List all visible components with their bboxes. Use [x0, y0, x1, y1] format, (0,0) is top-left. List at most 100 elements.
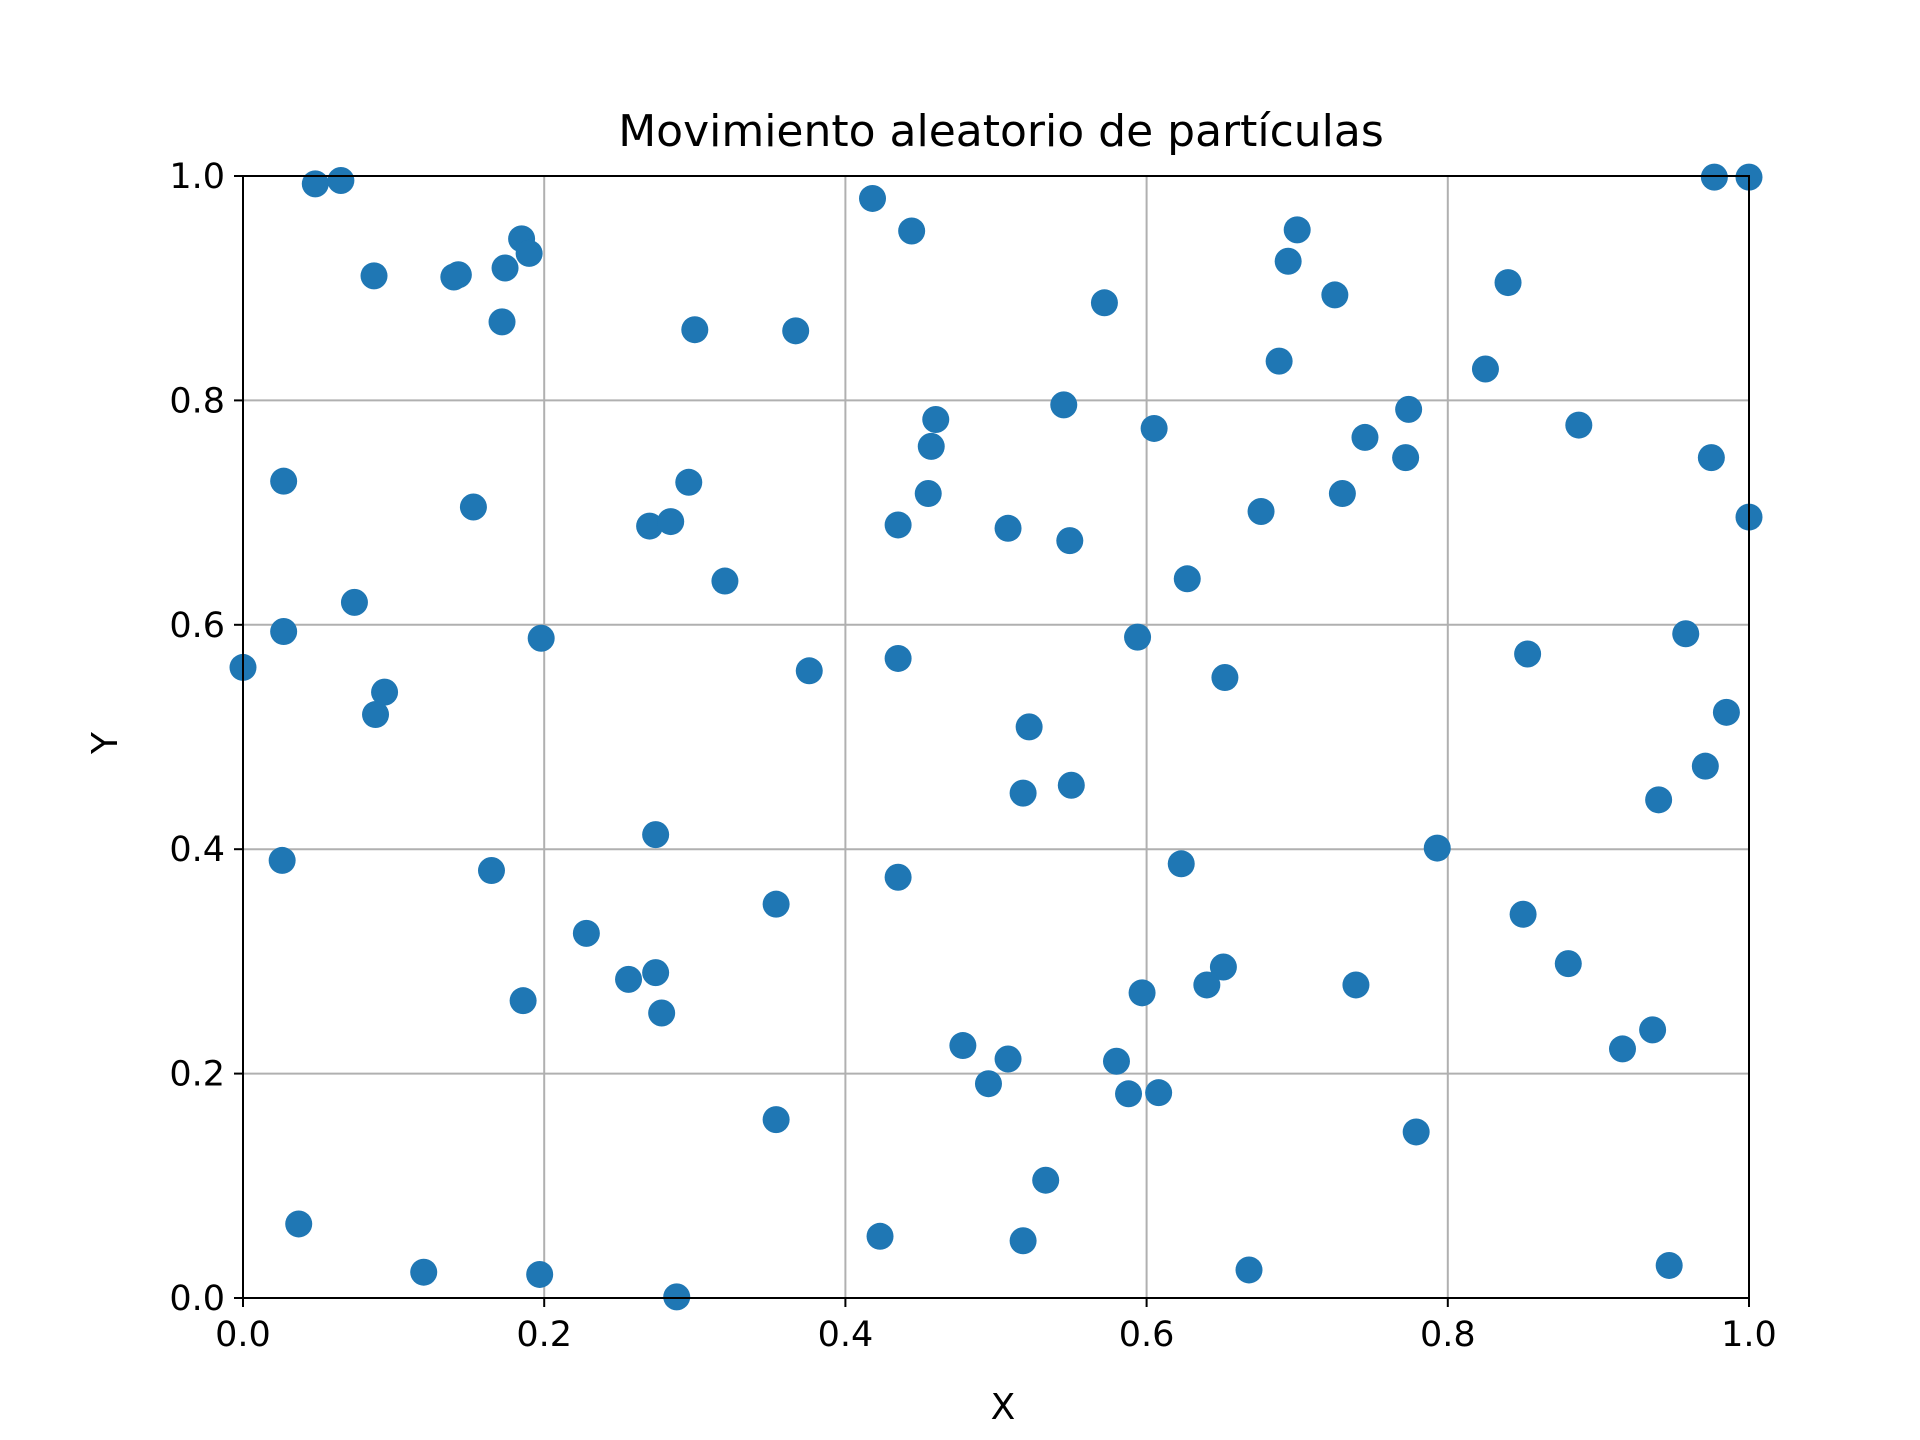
- y-tick-label: 0.0: [169, 1279, 225, 1319]
- y-tick-label: 0.6: [169, 606, 225, 646]
- data-point: [898, 217, 926, 245]
- data-point: [1700, 163, 1728, 191]
- data-point: [270, 467, 298, 495]
- data-point: [1102, 1047, 1130, 1075]
- data-point: [1351, 423, 1379, 451]
- data-point: [1395, 395, 1423, 423]
- data-point: [974, 1070, 1002, 1098]
- data-point: [477, 857, 505, 885]
- data-point: [527, 624, 555, 652]
- data-point: [488, 308, 516, 336]
- data-point: [884, 863, 912, 891]
- data-point: [1672, 620, 1700, 648]
- data-point: [1565, 411, 1593, 439]
- data-point: [782, 317, 810, 345]
- data-point: [1115, 1080, 1143, 1108]
- data-point: [410, 1258, 438, 1286]
- data-point: [884, 644, 912, 672]
- data-point: [1655, 1251, 1683, 1279]
- x-tick-label: 1.0: [1721, 1315, 1777, 1355]
- data-point: [1193, 971, 1221, 999]
- data-point: [1423, 834, 1451, 862]
- x-tick-label: 0.8: [1420, 1315, 1476, 1355]
- data-point: [1124, 623, 1152, 651]
- data-point: [1712, 698, 1740, 726]
- data-point: [340, 588, 368, 616]
- data-point: [917, 432, 945, 460]
- data-point: [1173, 565, 1201, 593]
- data-point: [360, 262, 388, 290]
- plot-frame: [242, 175, 1750, 1299]
- data-point: [1211, 664, 1239, 692]
- x-tick-label: 0.4: [818, 1315, 874, 1355]
- data-point: [327, 166, 355, 194]
- data-point: [1145, 1079, 1173, 1107]
- data-point: [648, 999, 676, 1027]
- chart-title: Movimiento aleatorio de partículas: [618, 106, 1384, 157]
- data-point: [526, 1260, 554, 1288]
- data-point: [1050, 391, 1078, 419]
- data-point: [1639, 1016, 1667, 1044]
- data-point: [762, 1106, 790, 1134]
- data-point: [1514, 640, 1542, 668]
- data-point: [270, 618, 298, 646]
- y-axis-ticks: 0.0 0.2 0.4 0.6 0.8 1.0: [169, 157, 243, 1319]
- data-point: [615, 965, 643, 993]
- data-point: [1328, 480, 1356, 508]
- data-point: [642, 821, 670, 849]
- data-point: [572, 919, 600, 947]
- data-point: [1167, 850, 1195, 878]
- x-tick-label: 0.0: [215, 1315, 271, 1355]
- y-tick-label: 0.4: [169, 830, 225, 870]
- data-point: [1056, 527, 1084, 555]
- data-point: [1274, 247, 1302, 275]
- data-point: [1697, 444, 1725, 472]
- data-point: [663, 1283, 691, 1311]
- data-point: [795, 657, 823, 685]
- data-point: [1402, 1118, 1430, 1146]
- data-point: [675, 468, 703, 496]
- data-point: [1128, 979, 1156, 1007]
- data-point: [711, 567, 739, 595]
- data-point: [371, 678, 399, 706]
- data-point: [914, 480, 942, 508]
- data-point: [1471, 355, 1499, 383]
- grid-lines: [242, 175, 1750, 1299]
- data-point: [884, 511, 912, 539]
- data-point: [1554, 950, 1582, 978]
- data-point: [994, 1045, 1022, 1073]
- data-point: [866, 1222, 894, 1250]
- x-tick-label: 0.6: [1119, 1315, 1175, 1355]
- data-point: [1608, 1035, 1636, 1063]
- data-point: [922, 405, 950, 433]
- data-point: [636, 512, 664, 540]
- data-point: [285, 1210, 313, 1238]
- data-point: [681, 316, 709, 344]
- data-point: [515, 239, 543, 267]
- data-point: [1009, 779, 1037, 807]
- data-point: [1032, 1166, 1060, 1194]
- data-point: [1265, 347, 1293, 375]
- data-point: [1209, 953, 1237, 981]
- data-point: [762, 890, 790, 918]
- y-tick-label: 1.0: [169, 157, 225, 197]
- y-tick-label: 0.2: [169, 1055, 225, 1095]
- data-point: [268, 846, 296, 874]
- data-point: [1494, 269, 1522, 297]
- data-point: [1009, 1227, 1037, 1255]
- data-point: [1321, 281, 1349, 309]
- data-point: [657, 508, 685, 536]
- data-point: [1342, 971, 1370, 999]
- y-tick-label: 0.8: [169, 381, 225, 421]
- data-point: [1057, 771, 1085, 799]
- data-point: [1140, 414, 1168, 442]
- data-point: [949, 1032, 977, 1060]
- data-point: [859, 184, 887, 212]
- data-point: [994, 514, 1022, 542]
- data-point: [1015, 713, 1043, 741]
- data-point: [1392, 444, 1420, 472]
- data-point: [444, 261, 472, 289]
- data-point: [1235, 1256, 1263, 1284]
- data-point: [1691, 752, 1719, 780]
